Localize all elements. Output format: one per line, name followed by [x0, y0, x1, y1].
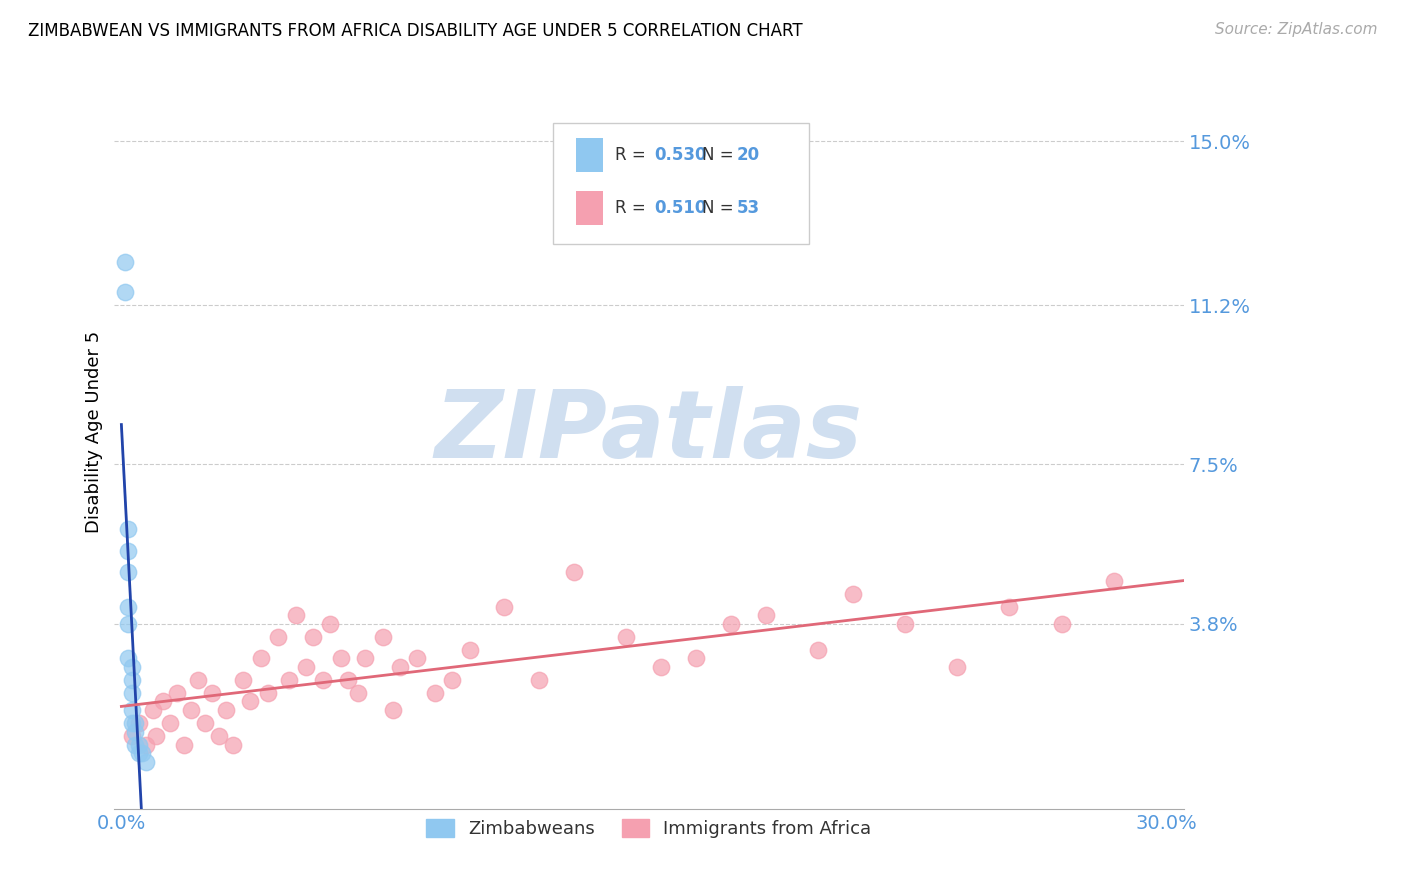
Point	[128, 738, 150, 752]
Point	[354, 651, 377, 665]
Point	[685, 651, 707, 665]
Point	[194, 716, 217, 731]
Point	[720, 616, 742, 631]
Point	[841, 587, 863, 601]
Y-axis label: Disability Age Under 5: Disability Age Under 5	[86, 331, 103, 533]
Point	[284, 608, 307, 623]
Bar	[576, 138, 603, 172]
Point	[319, 616, 342, 631]
Point	[423, 686, 446, 700]
Point	[124, 716, 146, 731]
Text: ZIMBABWEAN VS IMMIGRANTS FROM AFRICA DISABILITY AGE UNDER 5 CORRELATION CHART: ZIMBABWEAN VS IMMIGRANTS FROM AFRICA DIS…	[28, 22, 803, 40]
Text: 53: 53	[737, 199, 759, 217]
Text: 20: 20	[737, 146, 759, 164]
Point	[232, 673, 254, 687]
Point	[302, 630, 325, 644]
Point	[121, 660, 143, 674]
Point	[277, 673, 299, 687]
Point	[159, 716, 181, 731]
Point	[215, 703, 238, 717]
Point	[201, 686, 224, 700]
Text: R =: R =	[614, 199, 651, 217]
Point	[336, 673, 359, 687]
Point	[166, 686, 188, 700]
Point	[114, 285, 136, 299]
Point	[128, 716, 150, 731]
Point	[208, 729, 231, 743]
Point	[998, 599, 1021, 614]
Point	[135, 755, 157, 769]
Point	[117, 565, 139, 579]
Point	[295, 660, 318, 674]
Point	[650, 660, 672, 674]
Point	[755, 608, 778, 623]
Point	[121, 673, 143, 687]
Point	[121, 686, 143, 700]
Point	[152, 694, 174, 708]
Point	[406, 651, 429, 665]
Point	[121, 716, 143, 731]
Text: 0.530: 0.530	[654, 146, 707, 164]
Text: R =: R =	[614, 146, 651, 164]
Point	[180, 703, 202, 717]
Point	[114, 255, 136, 269]
Legend: Zimbabweans, Immigrants from Africa: Zimbabweans, Immigrants from Africa	[419, 812, 879, 846]
Point	[117, 543, 139, 558]
Point	[1102, 574, 1125, 588]
Point	[494, 599, 516, 614]
Bar	[576, 191, 603, 225]
FancyBboxPatch shape	[553, 123, 810, 244]
Point	[1050, 616, 1073, 631]
Point	[131, 746, 153, 760]
Point	[347, 686, 370, 700]
Point	[121, 703, 143, 717]
Point	[256, 686, 278, 700]
Text: N =: N =	[703, 146, 740, 164]
Point	[312, 673, 335, 687]
Point	[117, 651, 139, 665]
Text: N =: N =	[703, 199, 740, 217]
Point	[117, 616, 139, 631]
Point	[329, 651, 352, 665]
Point	[614, 630, 637, 644]
Point	[117, 599, 139, 614]
Point	[267, 630, 290, 644]
Text: ZIPatlas: ZIPatlas	[434, 386, 863, 478]
Point	[382, 703, 405, 717]
Point	[894, 616, 917, 631]
Point	[388, 660, 411, 674]
Point	[807, 642, 830, 657]
Point	[441, 673, 464, 687]
Text: 0.510: 0.510	[654, 199, 707, 217]
Point	[239, 694, 262, 708]
Point	[121, 729, 143, 743]
Point	[187, 673, 209, 687]
Point	[529, 673, 551, 687]
Point	[249, 651, 271, 665]
Point	[135, 738, 157, 752]
Point	[562, 565, 585, 579]
Point	[142, 703, 165, 717]
Point	[173, 738, 195, 752]
Text: Source: ZipAtlas.com: Source: ZipAtlas.com	[1215, 22, 1378, 37]
Point	[117, 522, 139, 536]
Point	[222, 738, 245, 752]
Point	[946, 660, 969, 674]
Point	[124, 724, 146, 739]
Point	[124, 738, 146, 752]
Point	[458, 642, 481, 657]
Point	[371, 630, 394, 644]
Point	[145, 729, 167, 743]
Point	[128, 746, 150, 760]
